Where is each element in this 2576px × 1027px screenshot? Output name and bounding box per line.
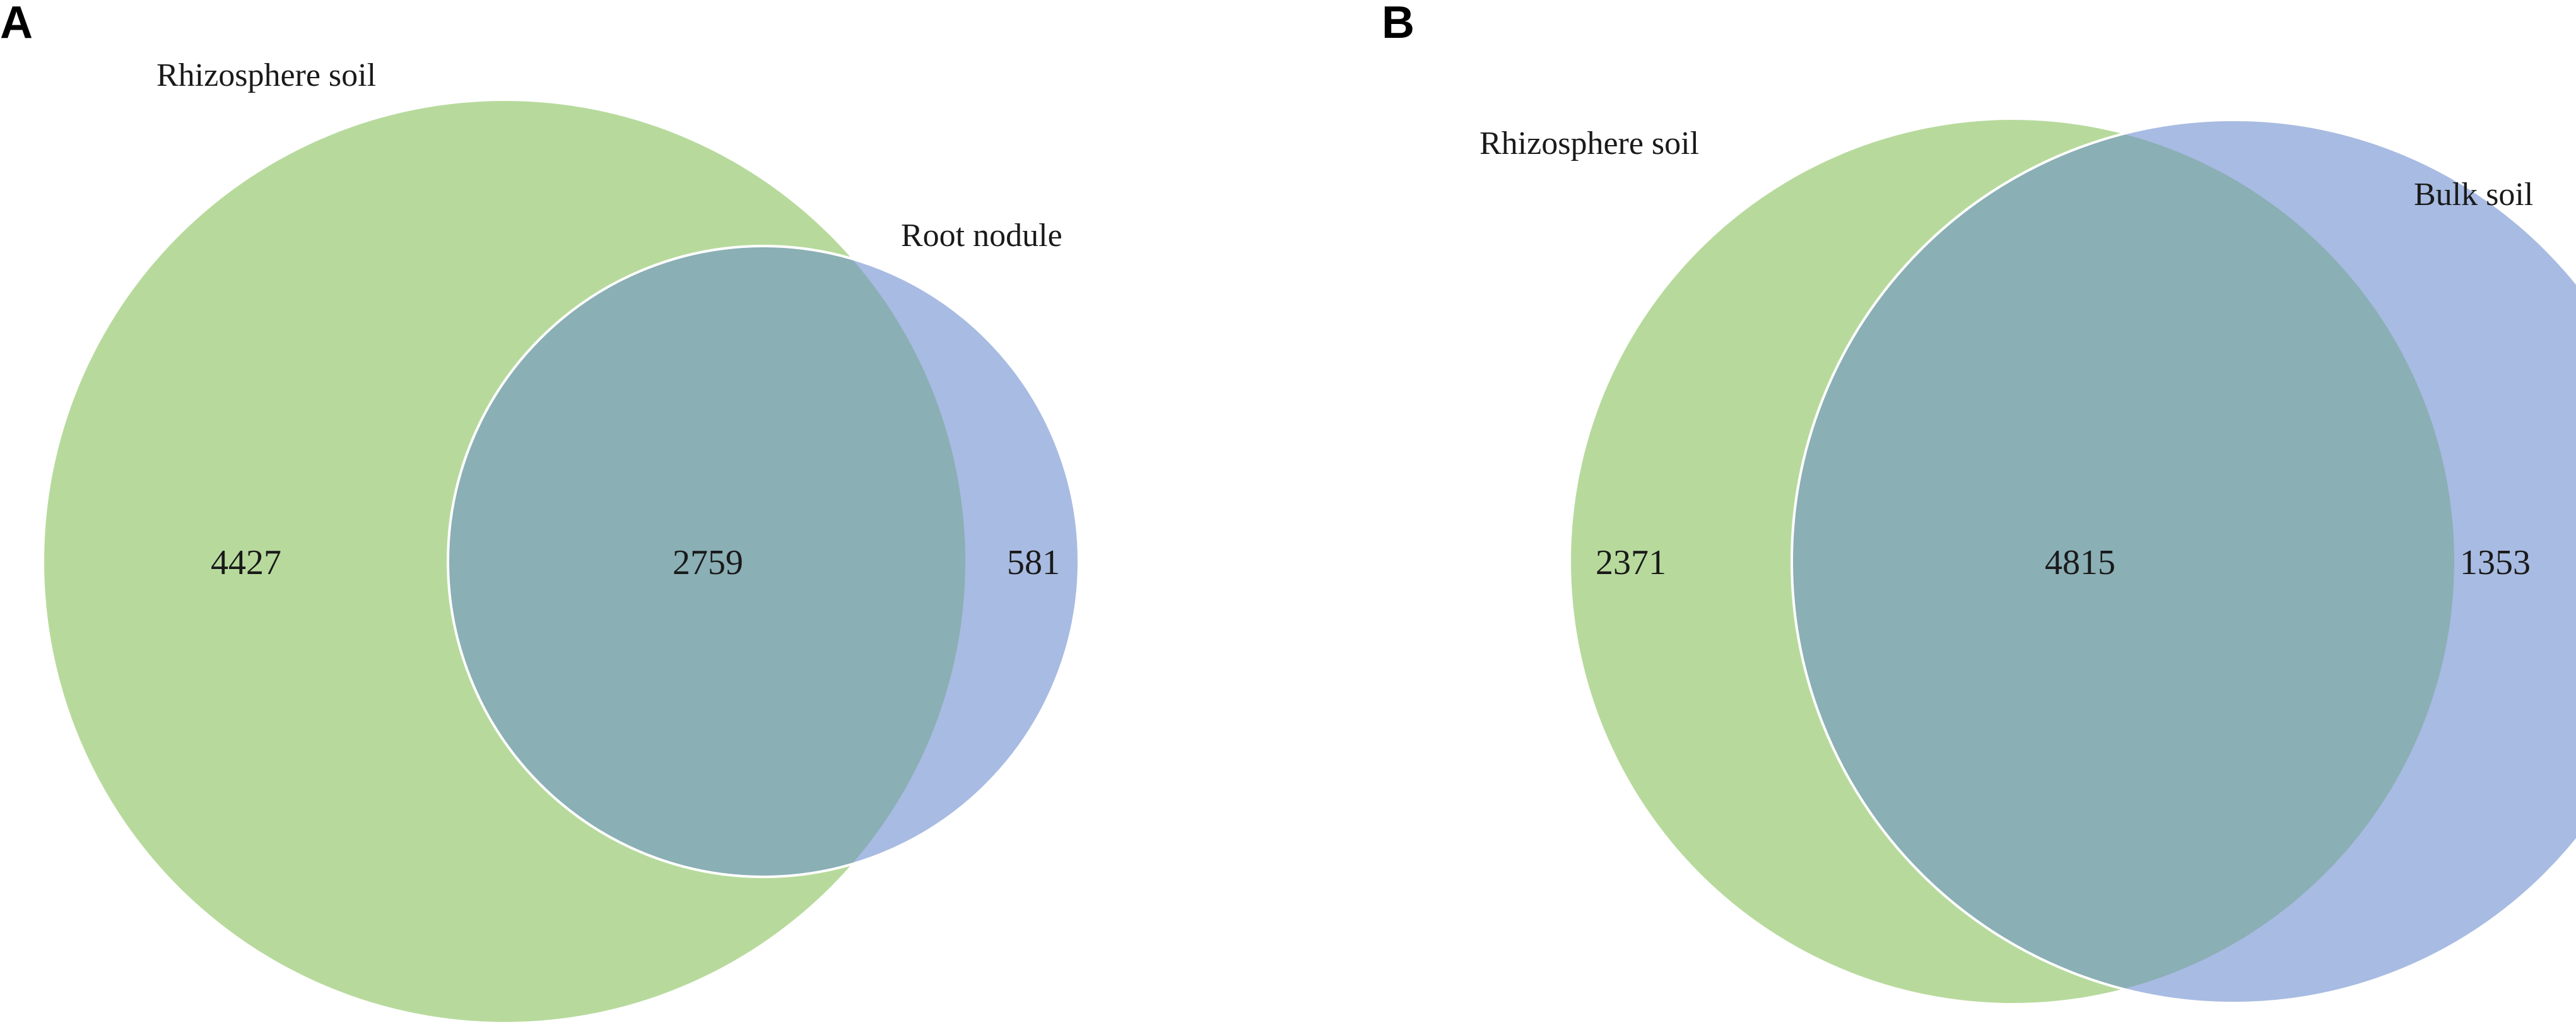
- panel-a-letter: A: [0, 0, 33, 48]
- rhizosphere-soil-label: Rhizosphere soil: [156, 57, 376, 93]
- overlap-region: [1792, 120, 2454, 1003]
- panel-b: B Rhizosphere soil Bulk soil 2371 4815 1…: [1382, 0, 2576, 1004]
- rhizosphere-only-count: 4427: [211, 543, 281, 582]
- overlap-region: [448, 246, 965, 877]
- bulk-soil-only-count: 1353: [2460, 543, 2531, 582]
- shared-count: 4815: [2045, 543, 2115, 582]
- bulk-soil-outline: [1791, 119, 2576, 1004]
- root-nodule-only-count: 581: [1007, 543, 1060, 582]
- rhizosphere-only-count: 2371: [1596, 543, 1666, 582]
- panel-a: A Rhizosphere soil Root nodule 4427 2759…: [0, 0, 1080, 1022]
- root-nodule-outline: [447, 245, 1080, 878]
- shared-count: 2759: [673, 543, 743, 582]
- panel-b-letter: B: [1382, 0, 1414, 48]
- bulk-soil-label: Bulk soil: [2414, 177, 2533, 213]
- rhizosphere-soil-label: Rhizosphere soil: [1479, 126, 1699, 161]
- root-nodule-label: Root nodule: [901, 218, 1062, 254]
